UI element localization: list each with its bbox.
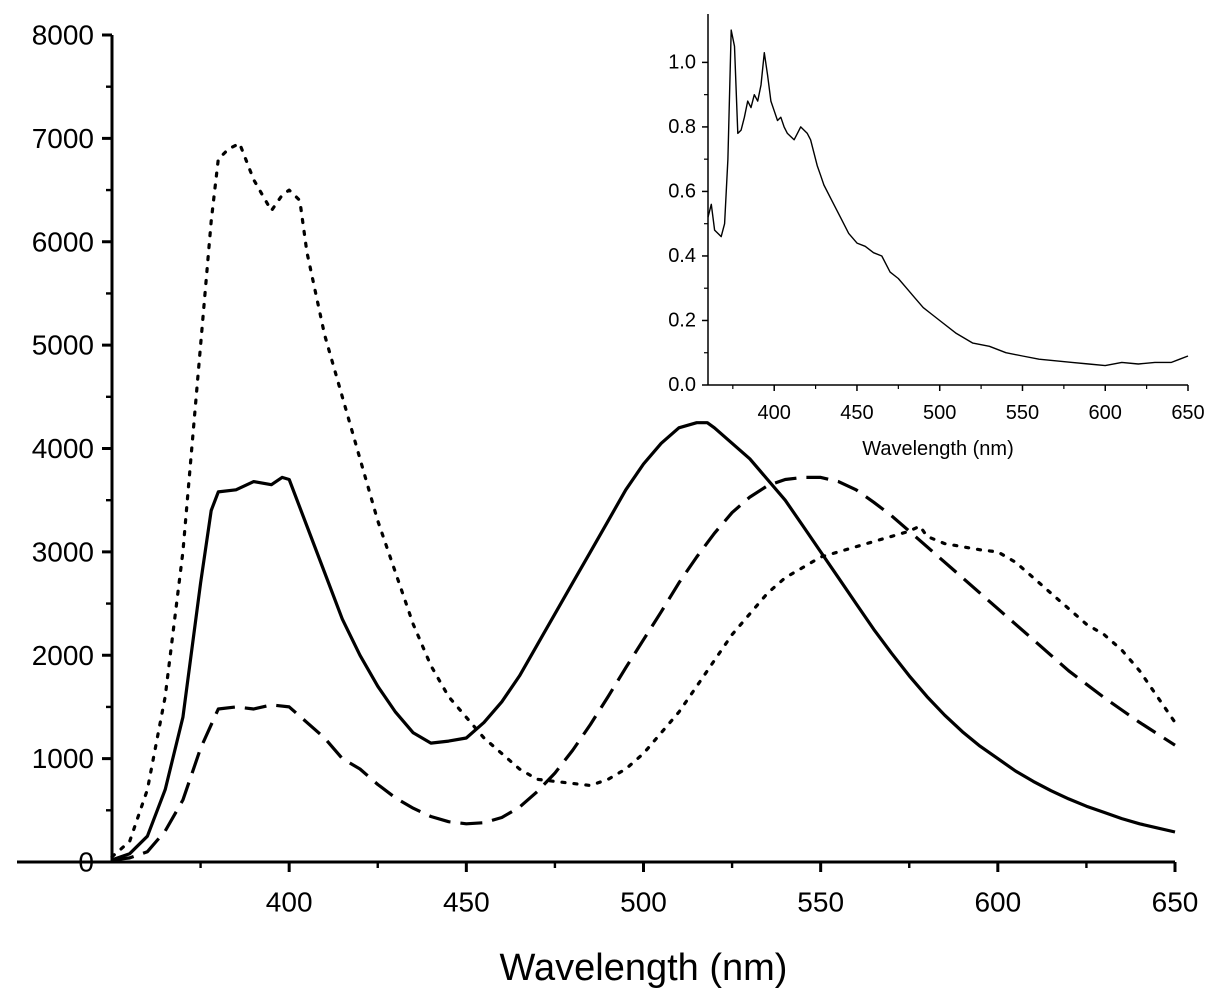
inset-x-axis-title: Wavelength (nm) (862, 438, 1014, 460)
inset-y-tick-label: 0.8 (668, 116, 696, 138)
inset-y-tick-label: 1.0 (668, 51, 696, 73)
main-series-solid (111, 421, 1176, 862)
main-x-tick-label: 400 (266, 887, 313, 918)
main-x-tick-label: 450 (443, 887, 490, 918)
main-y-tick-label: 2000 (32, 640, 94, 671)
inset-x-tick-label: 600 (1089, 402, 1122, 424)
inset-x-tick-label: 550 (1006, 402, 1039, 424)
inset-x-tick-label: 450 (840, 402, 873, 424)
main-x-tick-label: 500 (620, 887, 667, 918)
main-y-tick-label: 6000 (32, 226, 94, 257)
main-y-tick-label: 4000 (32, 433, 94, 464)
main-y-tick-label: 5000 (32, 330, 94, 361)
main-x-tick-label: 650 (1152, 887, 1199, 918)
inset-x-tick-label: 400 (758, 402, 791, 424)
inset-series-ratio (707, 29, 1189, 367)
inset-x-tick-label: 650 (1171, 402, 1204, 424)
main-plot: 0 1000 2000 3000 4000 5000 6000 7000 8000 400 450 5… (17, 20, 1199, 989)
main-x-tick-label: 600 (974, 887, 1021, 918)
main-y-tick-label: 1000 (32, 743, 94, 774)
main-y-tick-label: 3000 (32, 536, 94, 567)
main-x-axis-title: Wavelength (nm) (500, 947, 788, 989)
main-x-tick-label: 550 (797, 887, 844, 918)
main-y-tick-label: 0 (78, 847, 94, 878)
inset-plot: 0.0 0.2 0.4 0.6 0.8 1.0 400 450 500 550 600 650 Wave… (668, 14, 1205, 460)
inset-y-tick-label: 0.2 (668, 309, 696, 331)
inset-x-tick-label: 500 (923, 402, 956, 424)
main-series-dashed (111, 475, 1176, 862)
main-series-dotted (110, 141, 1177, 859)
inset-y-tick-label: 0.6 (668, 180, 696, 202)
main-y-tick-label: 8000 (32, 20, 94, 51)
inset-y-tick-label: 0.0 (668, 374, 696, 396)
inset-y-tick-label: 0.4 (668, 245, 696, 267)
main-y-tick-label: 7000 (32, 123, 94, 154)
